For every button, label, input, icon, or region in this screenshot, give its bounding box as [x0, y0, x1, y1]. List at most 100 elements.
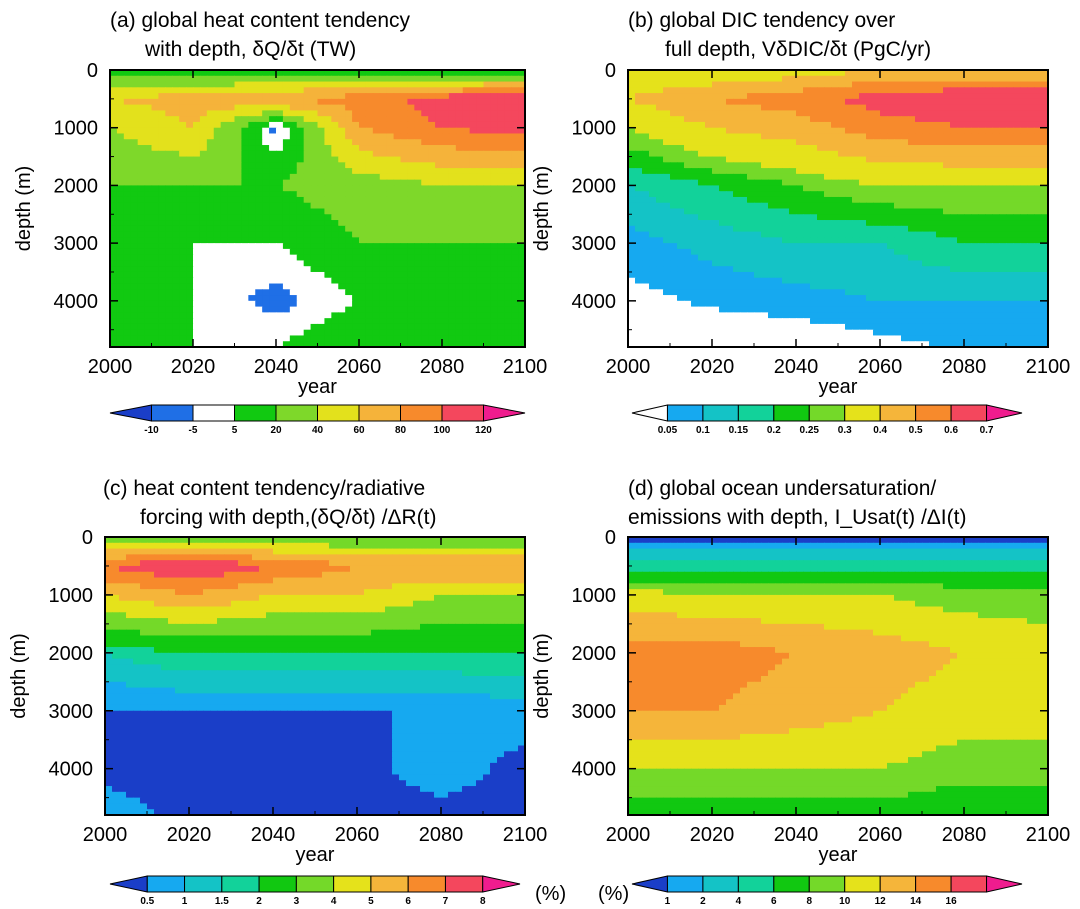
heatmap-cell [365, 248, 374, 256]
heatmap-cell [255, 93, 263, 100]
heatmap-cell [407, 98, 415, 106]
heatmap-cell [511, 277, 519, 285]
heatmap-cell [677, 185, 685, 192]
heatmap-cell [338, 300, 346, 308]
heatmap-cell [663, 237, 671, 244]
heatmap-cell [691, 231, 699, 238]
heatmap-cell [733, 156, 741, 163]
heatmap-cell [144, 116, 153, 123]
heatmap-cell [908, 93, 916, 100]
heatmap-cell [262, 179, 270, 187]
heatmap-cell [462, 202, 471, 210]
heatmap-cell [964, 173, 972, 181]
heatmap-cell [677, 121, 685, 129]
heatmap-cell [628, 162, 636, 169]
heatmap-cell [213, 231, 222, 238]
heatmap-cell [442, 248, 450, 256]
heatmap-cell [901, 133, 909, 140]
heatmap-cell [705, 254, 713, 262]
heatmap-cell [880, 156, 888, 163]
heatmap-cell [740, 185, 748, 192]
heatmap-cell [1034, 179, 1042, 187]
heatmap-cell [165, 335, 173, 342]
heatmap-cell [296, 145, 305, 152]
heatmap-cell [761, 93, 769, 100]
heatmap-cell [859, 87, 867, 94]
heatmap-cell [999, 254, 1007, 262]
heatmap-cell [365, 185, 374, 192]
heatmap-cell [1034, 110, 1042, 117]
heatmap-cell [435, 341, 443, 347]
heatmap-cell [1013, 231, 1021, 238]
heatmap-cell [276, 329, 284, 337]
heatmap-cell [276, 248, 284, 256]
heatmap-cell [227, 202, 236, 210]
heatmap-cell [476, 116, 485, 123]
heatmap-cell [345, 329, 353, 337]
heatmap-cell [1013, 202, 1021, 210]
heatmap-cell [852, 179, 860, 187]
heatmap-cell [726, 150, 734, 158]
heatmap-cell [866, 260, 874, 267]
heatmap-cell [435, 225, 443, 233]
heatmap-cell [276, 243, 284, 250]
heatmap-cell [518, 329, 525, 337]
heatmap-cell [740, 150, 748, 158]
heatmap-cell [227, 98, 236, 106]
heatmap-cell [421, 306, 429, 313]
heatmap-cell [824, 87, 832, 94]
heatmap-cell [999, 98, 1007, 106]
heatmap-cell [365, 104, 374, 111]
heatmap-cell [365, 156, 374, 163]
heatmap-cell [497, 214, 505, 221]
heatmap-cell [158, 139, 166, 146]
heatmap-cell [227, 121, 236, 129]
heatmap-cell [220, 323, 229, 331]
heatmap-cell [165, 312, 173, 319]
heatmap-cell [151, 329, 160, 337]
heatmap-cell [929, 116, 937, 123]
heatmap-cell [712, 266, 720, 273]
heatmap-cell [691, 133, 699, 140]
heatmap-cell [435, 254, 443, 262]
heatmap-cell [670, 185, 678, 192]
heatmap-cell [978, 70, 986, 77]
heatmap-cell [234, 312, 243, 319]
heatmap-cell [1034, 133, 1042, 140]
heatmap-cell [296, 248, 305, 256]
heatmap-cell [985, 248, 993, 256]
heatmap-cell [1041, 133, 1048, 140]
heatmap-cell [915, 93, 923, 100]
heatmap-cell [144, 75, 153, 83]
heatmap-cell [873, 202, 881, 210]
heatmap-cell [289, 70, 298, 77]
heatmap-cell [943, 266, 951, 273]
heatmap-cell [992, 260, 1000, 267]
heatmap-cell [248, 318, 256, 325]
heatmap-cell [873, 208, 881, 215]
heatmap-cell [628, 266, 636, 273]
heatmap-cell [407, 87, 415, 94]
heatmap-cell [873, 87, 881, 94]
heatmap-cell [393, 312, 402, 319]
heatmap-cell [158, 87, 166, 94]
heatmap-cell [789, 208, 797, 215]
heatmap-cell [130, 121, 139, 129]
heatmap-cell [985, 116, 993, 123]
heatmap-cell [971, 93, 979, 100]
heatmap-cell [213, 173, 222, 181]
heatmap-cell [754, 168, 762, 175]
heatmap-cell [483, 133, 492, 140]
heatmap-cell [276, 81, 284, 88]
heatmap-cell [726, 191, 734, 198]
heatmap-cell [1020, 260, 1028, 267]
heatmap-cell [116, 266, 125, 273]
heatmap-cell [338, 208, 346, 215]
heatmap-cell [338, 271, 346, 279]
heatmap-cell [943, 150, 951, 158]
heatmap-cell [241, 335, 249, 342]
heatmap-cell [428, 116, 436, 123]
heatmap-cell [144, 179, 153, 187]
heatmap-cell [421, 295, 429, 302]
heatmap-cell [866, 150, 874, 158]
